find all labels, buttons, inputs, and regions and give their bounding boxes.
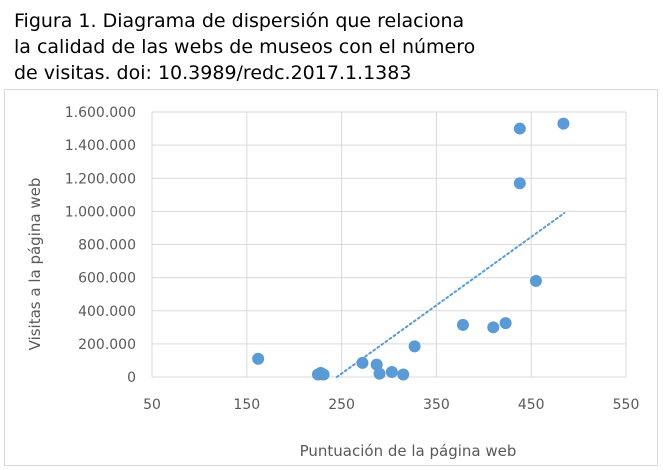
x-tick-label: 150	[233, 397, 260, 413]
data-point	[356, 356, 369, 369]
data-point	[317, 368, 330, 381]
x-axis-ticks: 50 150 250 350 450 550	[143, 397, 639, 413]
data-point	[487, 321, 500, 334]
trendline	[335, 212, 566, 378]
data-point	[408, 340, 421, 353]
y-tick-label: 800.000	[78, 238, 136, 254]
y-tick-label: 400.000	[78, 304, 136, 320]
y-tick-label: 1.000.000	[65, 204, 136, 220]
data-point	[252, 352, 265, 365]
y-tick-label: 1.600.000	[65, 105, 136, 121]
y-tick-label: 1.400.000	[65, 138, 136, 154]
x-axis-title: Puntuación de la página web	[300, 442, 517, 460]
data-point	[513, 177, 526, 190]
data-point	[370, 358, 383, 371]
x-tick-label: 550	[613, 397, 640, 413]
y-tick-label: 0	[127, 370, 136, 386]
data-point	[499, 317, 512, 330]
data-point	[456, 318, 469, 331]
trendline-group	[335, 212, 566, 378]
y-axis-title: Visitas a la página web	[26, 178, 44, 351]
y-axis-ticks: 0 200.000 400.000 600.000 800.000 1.000.000 1.…	[65, 105, 136, 386]
figure-caption: Figura 1. Diagrama de dispersión que rel…	[14, 8, 654, 86]
x-tick-label: 350	[423, 397, 450, 413]
chart-frame	[4, 89, 658, 466]
x-tick-label: 50	[143, 397, 161, 413]
figure-caption-line: de visitas. doi: 10.3989/redc.2017.1.138…	[14, 62, 412, 84]
x-tick-label: 250	[328, 397, 355, 413]
data-point	[373, 367, 386, 380]
grid-lines	[151, 111, 627, 378]
data-point	[513, 122, 526, 135]
data-point	[529, 274, 542, 287]
y-tick-label: 600.000	[78, 271, 136, 287]
y-tick-label: 1.200.000	[65, 171, 136, 187]
data-points	[252, 117, 570, 381]
data-point	[397, 368, 410, 381]
data-point	[557, 117, 570, 130]
figure-caption-line: Figura 1. Diagrama de dispersión que rel…	[14, 10, 465, 32]
y-tick-label: 200.000	[78, 337, 136, 353]
data-point	[385, 366, 398, 379]
figure-caption-line: la calidad de las webs de museos con el …	[14, 36, 476, 58]
x-tick-label: 450	[518, 397, 545, 413]
